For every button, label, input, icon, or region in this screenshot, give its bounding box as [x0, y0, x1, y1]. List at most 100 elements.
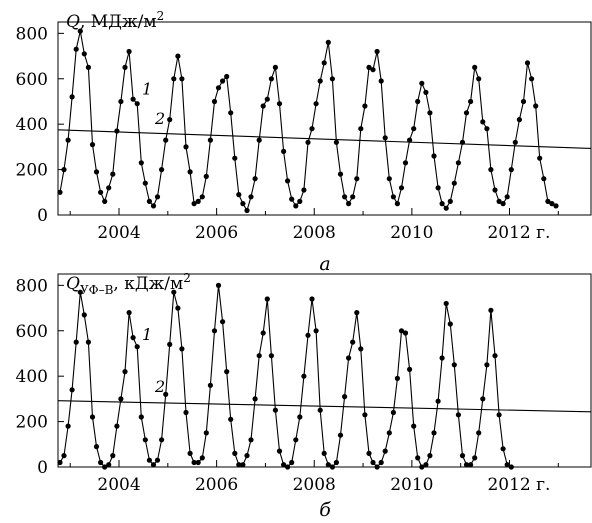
- series-1-point: [187, 169, 193, 175]
- series-1-point: [203, 173, 209, 179]
- y-tick-label: 0: [37, 206, 48, 226]
- series-1-point: [252, 176, 258, 182]
- series-1-point: [317, 78, 323, 84]
- series-1-point: [150, 462, 157, 468]
- series-1-point: [305, 332, 311, 338]
- series-1-point: [114, 128, 120, 134]
- series-1-point: [69, 387, 75, 393]
- series-1-point: [529, 76, 535, 82]
- series-1-point: [415, 455, 421, 461]
- series-1-point: [390, 194, 396, 200]
- series-1-point: [423, 89, 429, 95]
- series-1-point: [423, 462, 429, 468]
- series-1-point: [346, 201, 352, 207]
- series-1-point: [142, 437, 148, 443]
- series-1-point: [398, 328, 405, 334]
- series-1-point: [207, 137, 213, 143]
- series-1-point: [370, 459, 376, 466]
- series-1-point: [134, 101, 140, 107]
- series-1-point: [130, 335, 136, 341]
- series-1-point: [516, 117, 523, 123]
- x-tick-label: 2010: [390, 223, 433, 243]
- series-1-point: [232, 450, 238, 456]
- series-1-point: [508, 167, 514, 173]
- series-1-point: [500, 201, 506, 207]
- series-1-point: [191, 459, 197, 466]
- series-1-point: [61, 453, 67, 459]
- series-1-point: [276, 448, 283, 454]
- series-1-point: [329, 76, 335, 82]
- series-1-point: [451, 362, 457, 368]
- series-1-point: [122, 64, 128, 70]
- series-1-point: [228, 110, 234, 116]
- series-1-point: [260, 330, 266, 336]
- series-1-point: [398, 185, 405, 191]
- series-1-point: [134, 344, 140, 350]
- series-1-point: [447, 198, 453, 204]
- series-2-trend-line: [57, 129, 592, 150]
- series-1-point: [272, 64, 278, 70]
- series-1-point: [476, 430, 482, 436]
- series-1-point: [118, 396, 124, 402]
- series-1-point: [468, 462, 474, 468]
- series-1-point: [175, 53, 181, 59]
- series-1-point: [496, 412, 502, 418]
- series-1-point: [289, 196, 295, 202]
- series-1-point: [435, 185, 441, 191]
- series-1-point: [98, 189, 104, 195]
- series-1-point: [268, 353, 274, 359]
- series-1-point: [431, 430, 437, 436]
- series-2-label: 2: [154, 109, 165, 128]
- series-1-point: [354, 310, 360, 316]
- series-1-point: [537, 155, 543, 161]
- series-1-point: [520, 98, 527, 105]
- series-1-point: [342, 194, 348, 200]
- series-1-point: [240, 462, 246, 468]
- series-1-point: [179, 346, 185, 352]
- series-1-point: [394, 201, 400, 207]
- x-tick-label: 2006: [195, 475, 238, 495]
- series-1-point: [500, 446, 506, 452]
- series-1-point: [524, 60, 531, 66]
- y-tick-label: 800: [16, 24, 48, 44]
- panel-label: а: [319, 253, 330, 275]
- series-1-point: [333, 139, 339, 145]
- series-1-label: 1: [142, 325, 152, 344]
- series-1-point: [407, 366, 413, 372]
- series-1-point: [313, 101, 319, 107]
- series-1-point: [492, 353, 498, 359]
- series-1-point: [106, 462, 112, 468]
- series-1-point: [488, 167, 494, 173]
- series-1-point: [333, 459, 339, 466]
- series-1-point: [480, 119, 486, 125]
- series-1-point: [89, 414, 96, 420]
- series-1-point: [244, 207, 250, 214]
- series-1-point: [81, 51, 87, 57]
- series-1-point: [488, 307, 494, 313]
- series-1-point: [236, 192, 242, 198]
- series-1-point: [106, 185, 112, 191]
- series-1-point: [541, 176, 547, 182]
- series-1-point: [455, 412, 461, 418]
- x-tick-label: 2012 г.: [487, 223, 550, 243]
- series-1-point: [480, 396, 486, 402]
- series-1-point: [138, 414, 144, 420]
- series-1-point: [150, 203, 157, 209]
- y-tick-label: 200: [16, 413, 48, 433]
- series-1-point: [549, 201, 555, 207]
- series-2-label: 2: [154, 377, 165, 396]
- series-1-point: [114, 423, 120, 429]
- series-1-point: [411, 126, 417, 132]
- series-1-point: [321, 450, 327, 456]
- series-1-point: [402, 330, 409, 336]
- series-1-point: [463, 110, 470, 116]
- series-1-point: [195, 459, 201, 466]
- series-1-point: [159, 437, 165, 443]
- series-1-point: [293, 437, 299, 443]
- series-1-point: [313, 328, 319, 334]
- series-1-point: [297, 198, 303, 204]
- series-1-point: [419, 80, 425, 86]
- x-tick-label: 2006: [195, 223, 238, 243]
- series-1-point: [163, 391, 169, 397]
